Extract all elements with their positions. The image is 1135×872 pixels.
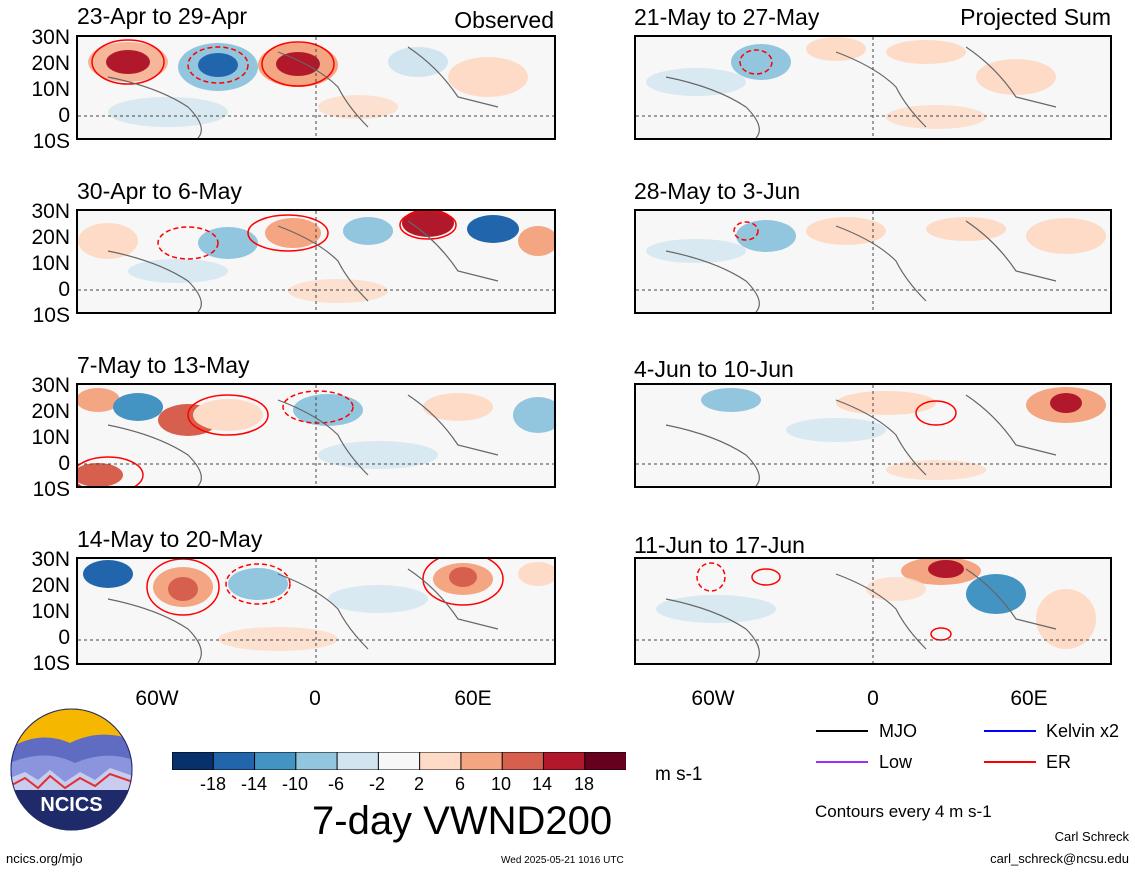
colorbar-swatch [542, 751, 586, 771]
lat-tick: 20N [31, 226, 70, 249]
colorbar-swatch [584, 751, 628, 771]
colorbar-label: 2 [413, 774, 424, 794]
colorbar-swatch [295, 751, 339, 771]
colorbar [171, 751, 628, 771]
map-panel-2 [76, 209, 556, 314]
panel-title-6: 28-May to 3-Jun [634, 178, 801, 204]
ncics-logo-text: NCICS [40, 794, 102, 816]
colorbar-label: 10 [490, 774, 512, 794]
lon-tick-right-60w: 60W [691, 687, 735, 710]
contour-note: Contours every 4 m s-1 [815, 802, 992, 821]
footer-author: Carl Schreck [1054, 829, 1129, 844]
legend-line-kelvin [984, 730, 1036, 732]
map-panel-6 [634, 209, 1112, 314]
colorbar-label: -6 [327, 774, 344, 794]
colorbar-swatch [336, 751, 380, 771]
lat-tick: 30N [31, 548, 70, 571]
ncics-logo: NCICS [10, 708, 133, 831]
observed-label: Observed [454, 7, 554, 33]
lat-tick: 10N [31, 252, 70, 275]
colorbar-swatch [212, 751, 256, 771]
legend-label-mjo: MJO [879, 721, 917, 741]
colorbar-label: -2 [368, 774, 385, 794]
colorbar-label: -14 [240, 774, 267, 794]
colorbar-swatch [254, 751, 297, 771]
footer-url: ncics.org/mjo [6, 851, 83, 866]
legend-line-mjo [816, 730, 868, 732]
map-panel-8 [634, 557, 1112, 665]
lat-tick: 20N [31, 52, 70, 75]
lon-tick-right-0: 0 [867, 687, 879, 710]
lat-tick: 20N [31, 400, 70, 423]
colorbar-label: -18 [199, 774, 226, 794]
panel-title-7: 4-Jun to 10-Jun [634, 356, 794, 382]
panel-title-8: 11-Jun to 17-Jun [634, 532, 805, 558]
colorbar-label: 14 [531, 774, 553, 794]
panel-title-5: 21-May to 27-May [634, 4, 820, 30]
colorbar-swatch [460, 751, 504, 771]
panel-title-1: 23-Apr to 29-Apr [77, 3, 248, 29]
lon-tick-left-0: 0 [309, 687, 321, 710]
lat-tick: 10N [31, 78, 70, 101]
map-panel-4 [76, 557, 556, 665]
colorbar-label: -10 [281, 774, 308, 794]
lat-tick: 30N [31, 26, 70, 49]
lat-tick: 10S [32, 304, 70, 327]
lat-tick: 30N [31, 200, 70, 223]
lat-tick: 10N [31, 600, 70, 623]
panel-title-2: 30-Apr to 6-May [77, 178, 242, 204]
lon-tick-right-60e: 60E [1010, 687, 1048, 710]
panel-title-4: 14-May to 20-May [77, 526, 263, 552]
lat-tick: 0 [58, 452, 70, 475]
map-panel-1 [76, 35, 556, 140]
colorbar-label: 18 [573, 774, 595, 794]
lat-tick: 0 [58, 278, 70, 301]
legend-line-er [984, 761, 1036, 763]
main-title: 7-day VWND200 [312, 799, 613, 843]
legend-label-kelvin: Kelvin x2 [1046, 721, 1120, 741]
map-panel-7 [634, 383, 1112, 488]
lat-tick: 10N [31, 426, 70, 449]
footer-timestamp: Wed 2025-05-21 1016 UTC [501, 855, 624, 866]
colorbar-swatch [501, 751, 545, 771]
map-panel-5 [634, 35, 1112, 140]
legend-line-low [816, 761, 868, 763]
colorbar-units: m s-1 [655, 764, 703, 785]
lat-tick: 20N [31, 574, 70, 597]
colorbar-swatch [419, 751, 462, 771]
lon-tick-left-60w: 60W [135, 687, 179, 710]
lat-tick: 0 [58, 104, 70, 127]
colorbar-swatch [377, 751, 421, 771]
panel-title-3: 7-May to 13-May [77, 352, 250, 378]
lat-tick: 10S [32, 478, 70, 501]
lat-tick: 10S [32, 652, 70, 675]
map-panel-3 [76, 383, 556, 488]
legend-label-low: Low [879, 752, 913, 772]
colorbar-swatch [171, 751, 215, 771]
lon-tick-left-60e: 60E [454, 687, 492, 710]
legend-label-er: ER [1046, 752, 1072, 772]
lat-tick: 30N [31, 374, 70, 397]
colorbar-label: 6 [454, 774, 465, 794]
footer-email: carl_schreck@ncsu.edu [990, 851, 1129, 866]
lat-tick: 0 [58, 626, 70, 649]
projected-sum-label: Projected Sum [960, 4, 1111, 30]
lat-tick: 10S [32, 130, 70, 153]
